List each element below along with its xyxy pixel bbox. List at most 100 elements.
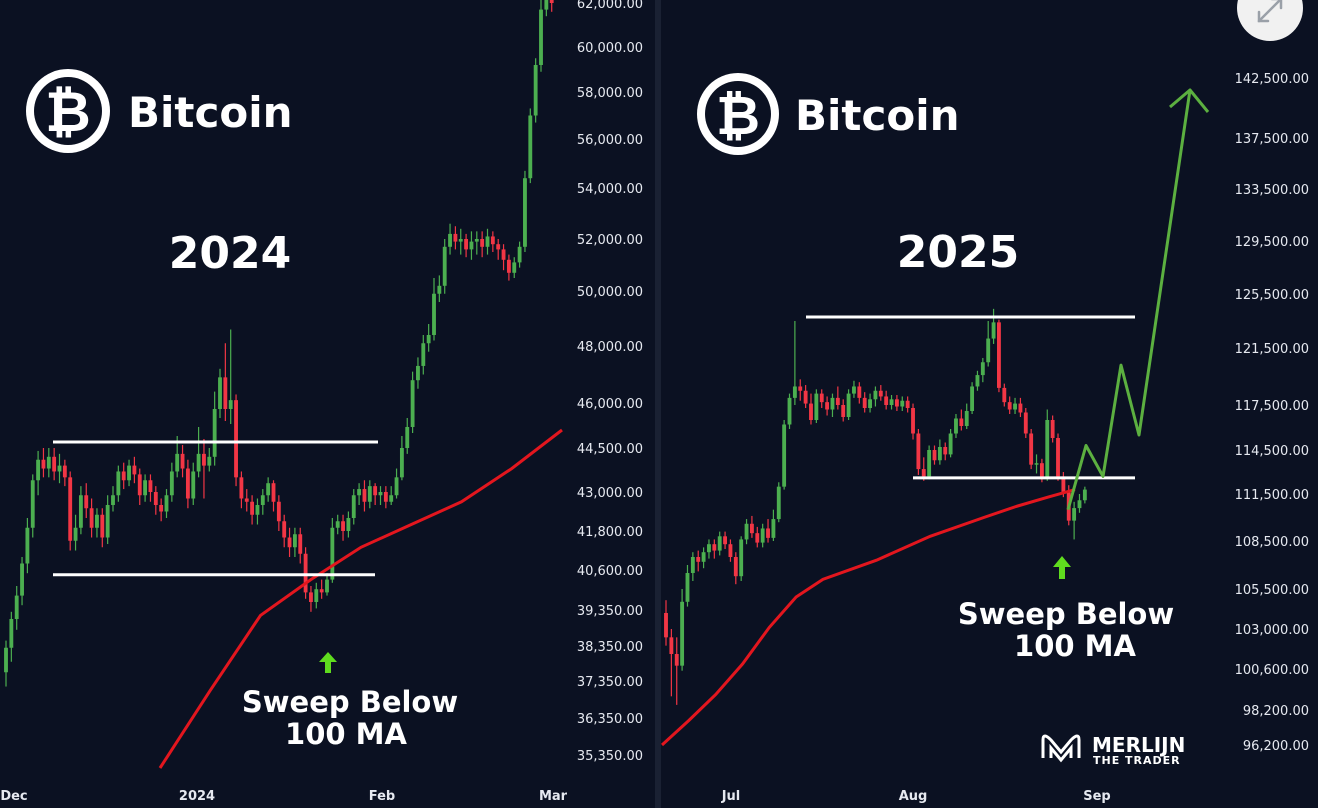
candle xyxy=(830,393,835,417)
candle xyxy=(432,278,436,341)
candle xyxy=(239,471,244,509)
expand-button[interactable] xyxy=(1237,0,1303,41)
x-tick: Dec xyxy=(0,789,27,804)
candle xyxy=(378,486,383,505)
watermark-subtitle: THE TRADER xyxy=(1093,754,1181,767)
candle xyxy=(73,514,78,551)
candle xyxy=(787,393,792,429)
expand-icon xyxy=(1257,0,1283,23)
candle xyxy=(234,394,238,487)
candle xyxy=(798,379,803,401)
candle xyxy=(25,518,30,574)
candle xyxy=(1050,415,1055,443)
candle xyxy=(36,450,41,496)
candle xyxy=(330,518,335,583)
candle xyxy=(539,0,543,72)
candle xyxy=(1013,397,1017,414)
candle xyxy=(771,509,776,541)
projection-arrowhead xyxy=(1169,88,1210,113)
projection-path xyxy=(1066,89,1192,511)
candle xyxy=(46,448,51,478)
y-tick-label: 121,500.00 xyxy=(1235,342,1309,357)
candle xyxy=(127,459,131,487)
candle xyxy=(512,257,517,278)
candle xyxy=(819,389,824,408)
candle xyxy=(905,396,910,413)
x-tick: Jul xyxy=(721,789,741,804)
candle xyxy=(78,486,83,535)
candle xyxy=(255,498,260,525)
candle xyxy=(1082,486,1087,504)
year-label: 2024 xyxy=(169,228,291,279)
candle xyxy=(937,439,942,465)
y-tick-label: 98,200.00 xyxy=(1243,704,1309,719)
candle xyxy=(685,565,690,607)
candle xyxy=(309,586,313,612)
merlijn-logo-icon xyxy=(1041,734,1081,763)
candle xyxy=(755,526,760,548)
candle xyxy=(62,459,67,487)
candle xyxy=(30,474,35,538)
candle xyxy=(1029,429,1034,470)
y-tick-label: 35,350.00 xyxy=(577,749,643,764)
svg-text:₿: ₿ xyxy=(716,84,760,147)
year-label: 2025 xyxy=(897,227,1019,278)
brand-name: Bitcoin xyxy=(128,88,293,137)
candle xyxy=(803,385,808,408)
y-tick-label: 142,500.00 xyxy=(1235,72,1309,87)
candle xyxy=(911,403,915,440)
candle xyxy=(975,370,980,391)
candle xyxy=(739,536,744,581)
y-tick-label: 103,000.00 xyxy=(1235,623,1309,638)
candle xyxy=(453,226,458,250)
candle xyxy=(809,393,813,425)
candle xyxy=(132,456,137,484)
y-tick-label: 133,500.00 xyxy=(1235,183,1309,198)
candle xyxy=(544,0,549,17)
annotation-line2: 100 MA xyxy=(285,717,407,751)
y-tick-label: 48,000.00 xyxy=(577,340,643,355)
y-tick-label: 129,500.00 xyxy=(1235,235,1309,250)
candle xyxy=(749,515,754,538)
candle xyxy=(954,414,958,438)
candle xyxy=(1056,433,1060,481)
y-tick-label: 114,500.00 xyxy=(1235,444,1309,459)
candle xyxy=(95,508,99,538)
candle xyxy=(1007,396,1012,414)
candle xyxy=(728,539,733,562)
candle xyxy=(474,231,479,255)
candle xyxy=(383,486,388,509)
y-tick-label: 137,500.00 xyxy=(1235,132,1309,147)
candle xyxy=(782,420,787,490)
y-tick-label: 117,500.00 xyxy=(1235,399,1309,414)
candle xyxy=(298,527,303,564)
candle xyxy=(1034,454,1039,474)
candle xyxy=(223,343,228,421)
candle xyxy=(191,462,196,505)
candle xyxy=(852,380,856,398)
candle xyxy=(674,637,679,705)
chart-2025: 142,500.00 137,500.00 133,500.00 129,500.00… xyxy=(660,72,1309,804)
candle xyxy=(776,482,781,523)
candle xyxy=(712,539,717,559)
candle xyxy=(389,486,394,505)
candle xyxy=(943,442,948,461)
candle xyxy=(696,550,701,572)
candle xyxy=(723,531,728,549)
y-tick-label: 36,350.00 xyxy=(577,712,643,727)
chart-2024: 62,000.00 60,000.00 58,000.00 56,000.00 54,0… xyxy=(0,0,643,804)
candle xyxy=(517,241,522,268)
annotation-line1: Sweep Below xyxy=(242,685,458,719)
candle xyxy=(458,228,463,255)
y-axis-2024: 62,000.00 60,000.00 58,000.00 56,000.00 54,0… xyxy=(577,0,643,764)
y-tick-label: 54,000.00 xyxy=(577,182,643,197)
candle xyxy=(927,445,932,480)
candle xyxy=(814,389,819,423)
arrow-up-icon xyxy=(319,652,337,673)
candle xyxy=(250,495,255,525)
candle xyxy=(287,527,292,557)
candle xyxy=(448,223,452,255)
candle xyxy=(878,385,883,401)
candle xyxy=(159,498,164,522)
